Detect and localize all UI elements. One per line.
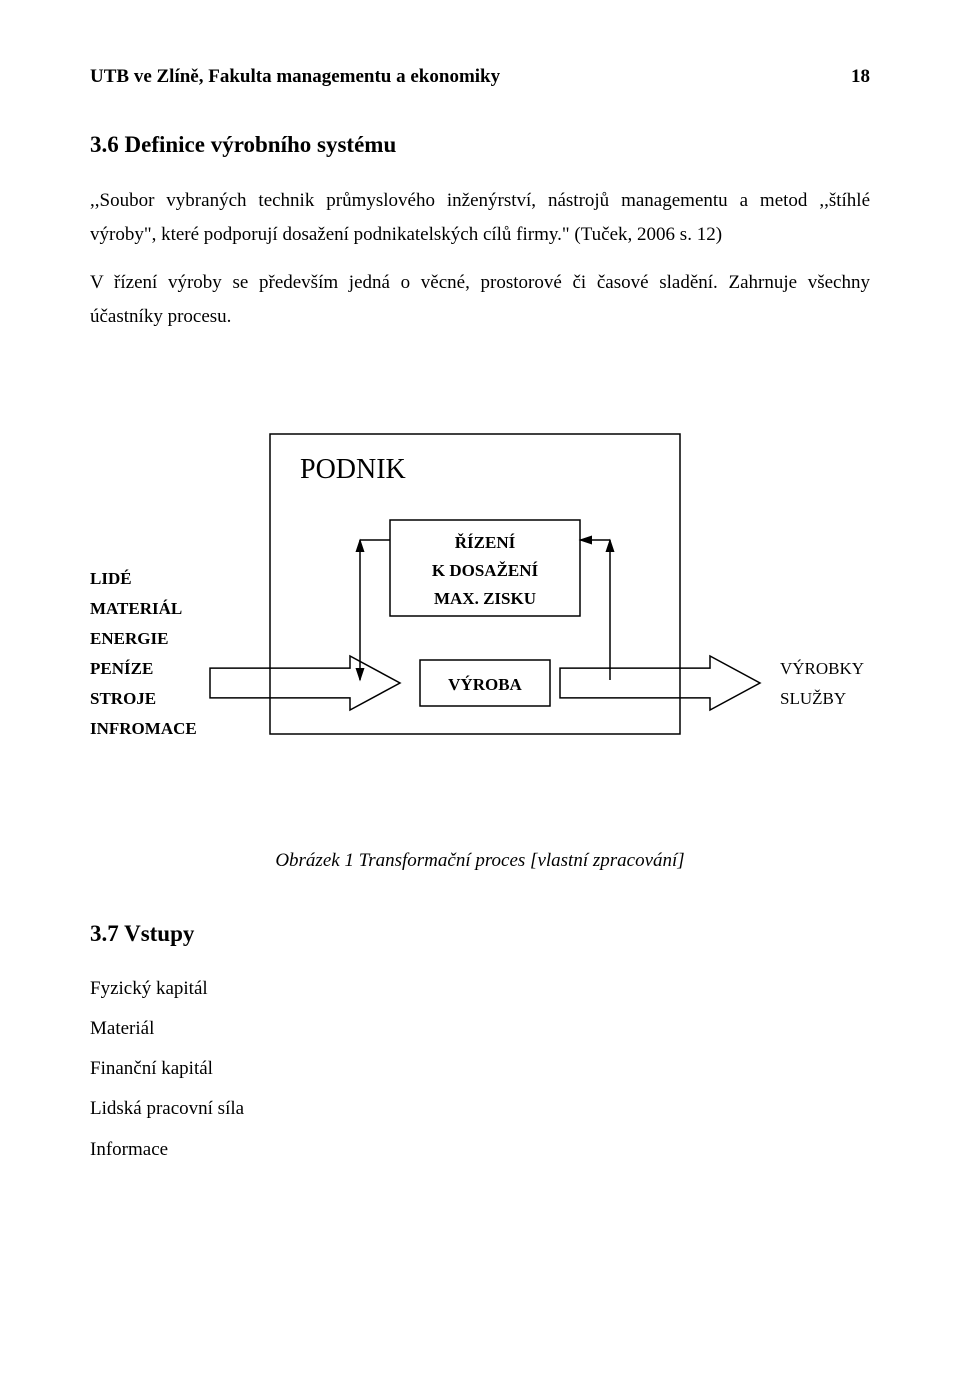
diagram-svg: PODNIK ŘÍZENÍ K DOSAŽENÍ MAX. ZISKU VÝROBA LI… xyxy=(90,424,870,804)
svg-text:INFROMACE: INFROMACE xyxy=(90,719,197,738)
svg-text:MATERIÁL: MATERIÁL xyxy=(90,599,182,618)
svg-text:SLUŽBY: SLUŽBY xyxy=(780,689,846,708)
header-left: UTB ve Zlíně, Fakulta managementu a ekon… xyxy=(90,60,500,94)
list-item: Lidská pracovní síla xyxy=(90,1092,870,1126)
figure-caption: Obrázek 1 Transformační proces [vlastní … xyxy=(90,844,870,878)
list-item: Finanční kapitál xyxy=(90,1052,870,1086)
header-page-number: 18 xyxy=(851,60,870,94)
svg-text:K DOSAŽENÍ: K DOSAŽENÍ xyxy=(432,561,539,580)
section-3-6-paragraph-2: V řízení výroby se především jedná o věc… xyxy=(90,266,870,334)
section-3-6-paragraph-1: ,,Soubor vybraných technik průmyslového … xyxy=(90,184,870,252)
list-item: Materiál xyxy=(90,1012,870,1046)
svg-text:VÝROBA: VÝROBA xyxy=(448,675,522,694)
list-item: Fyzický kapitál xyxy=(90,972,870,1006)
svg-text:PODNIK: PODNIK xyxy=(300,454,406,485)
section-3-7-heading: 3.7 Vstupy xyxy=(90,913,870,954)
svg-text:PENÍZE: PENÍZE xyxy=(90,659,153,678)
section-3-7-list: Fyzický kapitál Materiál Finanční kapitál L… xyxy=(90,972,870,1167)
svg-text:VÝROBKY: VÝROBKY xyxy=(780,659,864,678)
section-3-6-heading: 3.6 Definice výrobního systému xyxy=(90,124,870,165)
running-header: UTB ve Zlíně, Fakulta managementu a ekon… xyxy=(90,60,870,94)
svg-text:ENERGIE: ENERGIE xyxy=(90,629,168,648)
list-item: Informace xyxy=(90,1133,870,1167)
svg-text:MAX. ZISKU: MAX. ZISKU xyxy=(434,589,536,608)
transformation-process-diagram: PODNIK ŘÍZENÍ K DOSAŽENÍ MAX. ZISKU VÝROBA LI… xyxy=(90,424,870,804)
svg-text:LIDÉ: LIDÉ xyxy=(90,569,132,588)
svg-text:ŘÍZENÍ: ŘÍZENÍ xyxy=(455,533,516,552)
svg-text:STROJE: STROJE xyxy=(90,689,156,708)
